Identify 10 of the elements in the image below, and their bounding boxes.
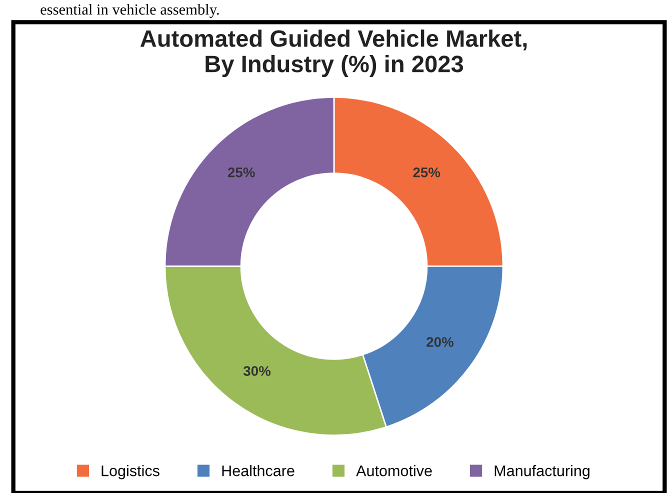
legend-label: Automotive — [356, 465, 432, 476]
chart-title: Automated Guided Vehicle Market, By Industry (%) in 2023 — [140, 30, 527, 78]
data-label: 20% — [426, 337, 454, 347]
data-label: 30% — [243, 366, 271, 376]
legend-label: Healthcare — [222, 465, 294, 476]
legend-label: Manufacturing — [494, 465, 590, 480]
data-label: 25% — [413, 167, 440, 178]
data-label: 25% — [228, 167, 255, 178]
text: essential in vehicle assembly. — [40, 4, 219, 18]
legend-label: Logistics — [102, 465, 160, 480]
